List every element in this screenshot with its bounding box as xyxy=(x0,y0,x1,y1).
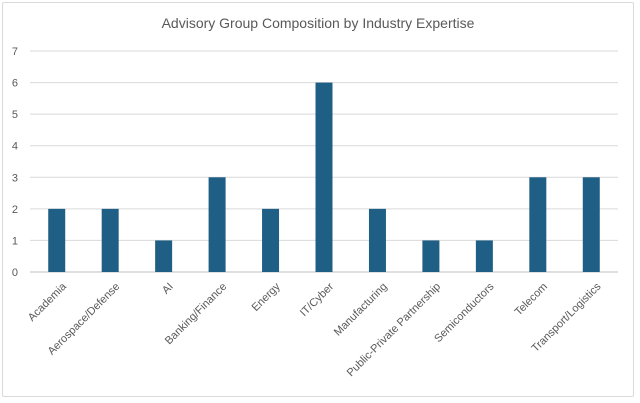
y-tick-label: 1 xyxy=(12,235,18,247)
y-tick-label: 6 xyxy=(12,78,18,90)
bar-transport-logistics xyxy=(582,177,600,272)
x-category-label: AI xyxy=(160,281,176,297)
bar-manufacturing xyxy=(368,208,386,272)
bar-energy xyxy=(262,208,280,272)
x-category-label: Energy xyxy=(250,280,283,313)
bar-banking-finance xyxy=(208,177,226,272)
bar-semiconductors xyxy=(475,240,493,272)
bar-academia xyxy=(48,208,66,272)
bar-telecom xyxy=(529,177,547,272)
x-category-label: Academia xyxy=(26,280,70,324)
chart-title: Advisory Group Composition by Industry E… xyxy=(162,15,475,31)
x-category-label: IT/Cyber xyxy=(298,281,337,320)
y-tick-label: 4 xyxy=(12,141,18,153)
y-tick-label: 7 xyxy=(12,46,18,58)
y-axis-ticks: 0 1 2 3 4 5 6 7 xyxy=(12,46,18,279)
bar-it-cyber xyxy=(315,82,333,272)
x-category-label: Manufacturing xyxy=(332,281,390,339)
bars xyxy=(48,82,600,272)
bar-public-private-partnership xyxy=(422,240,440,272)
x-category-label: Public-Private Partnership xyxy=(345,281,443,379)
bar-ai xyxy=(155,240,173,272)
bar-aerospace-defense xyxy=(101,208,119,272)
y-tick-label: 2 xyxy=(12,204,18,216)
y-tick-label: 0 xyxy=(12,267,18,279)
y-tick-label: 3 xyxy=(12,172,18,184)
y-tick-label: 5 xyxy=(12,109,18,121)
x-category-label: Telecom xyxy=(513,281,550,318)
